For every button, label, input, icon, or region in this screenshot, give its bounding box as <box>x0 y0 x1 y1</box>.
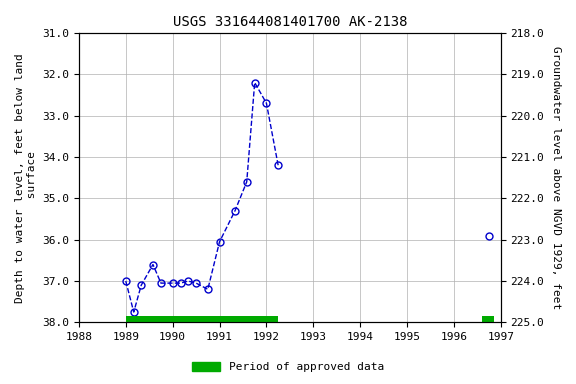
Legend: Period of approved data: Period of approved data <box>188 357 388 377</box>
Bar <box>482 316 494 323</box>
Y-axis label: Groundwater level above NGVD 1929, feet: Groundwater level above NGVD 1929, feet <box>551 46 561 309</box>
Title: USGS 331644081401700 AK-2138: USGS 331644081401700 AK-2138 <box>173 15 407 29</box>
Y-axis label: Depth to water level, feet below land
 surface: Depth to water level, feet below land su… <box>15 53 37 303</box>
Bar <box>126 316 278 323</box>
